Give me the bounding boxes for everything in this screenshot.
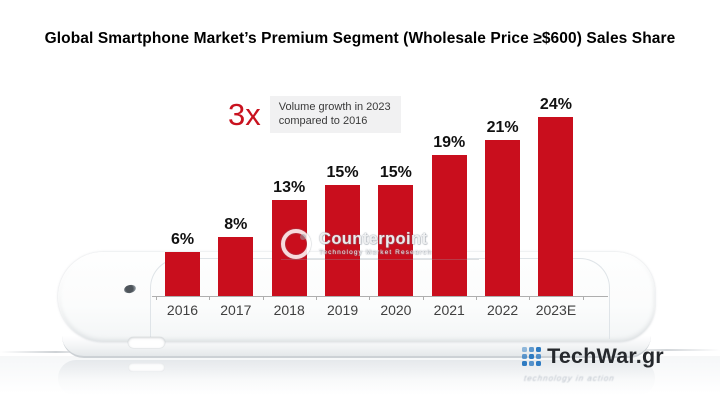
- counterpoint-logo-dot-icon: [300, 234, 306, 240]
- growth-annotation: 3x Volume growth in 2023 compared to 201…: [228, 96, 401, 134]
- techwar-name: TechWar.gr: [547, 344, 664, 368]
- axis-tick: [156, 297, 157, 300]
- axis-tick: [316, 297, 318, 300]
- value-label-2023E: 24%: [539, 96, 572, 113]
- x-tick-label-2022: 2022: [487, 302, 519, 318]
- value-label-2017: 8%: [224, 216, 248, 233]
- floor-line-right: [638, 349, 720, 351]
- value-label-2022: 21%: [486, 118, 519, 136]
- x-tick-label-2018: 2018: [273, 302, 305, 318]
- axis-tick: [422, 297, 424, 300]
- bar-2016: [165, 252, 200, 297]
- counterpoint-logo-icon: [281, 229, 311, 259]
- floor-line-left: [0, 351, 80, 353]
- value-label-2016: 6%: [170, 231, 195, 248]
- techwar-logo: TechWar.gr: [522, 344, 664, 369]
- techwar-tagline: technology in action: [523, 374, 616, 383]
- axis-tick: [369, 297, 371, 300]
- value-label-2020: 15%: [379, 163, 412, 181]
- chart-title: Global Smartphone Market’s Premium Segme…: [44, 30, 676, 47]
- watermark-name: Counterpoint: [319, 230, 428, 248]
- counterpoint-watermark: Counterpoint Technology Market Research: [281, 229, 479, 260]
- bar-2023E: [538, 117, 574, 297]
- axis-tick: [582, 297, 584, 300]
- growth-multiplier: 3x: [228, 97, 261, 132]
- axis-tick: [262, 297, 264, 300]
- x-tick-label-2017: 2017: [220, 302, 252, 318]
- x-tick-label-2016: 2016: [166, 302, 199, 318]
- value-label-2019: 15%: [326, 163, 359, 181]
- value-label-2021: 19%: [433, 133, 466, 151]
- x-tick-label-2020: 2020: [380, 302, 412, 318]
- counterpoint-watermark-text: Counterpoint Technology Market Research: [319, 231, 432, 257]
- value-label-2018: 13%: [273, 178, 306, 196]
- x-tick-label-2021: 2021: [433, 302, 465, 318]
- axis-tick: [476, 297, 478, 300]
- growth-note: Volume growth in 2023 compared to 2016: [269, 96, 401, 133]
- x-axis: [152, 296, 608, 297]
- bar-2017: [218, 237, 254, 297]
- side-button-reflection: [128, 363, 165, 372]
- axis-tick: [209, 297, 211, 300]
- bar-2022: [485, 139, 521, 297]
- growth-note-line2: compared to 2016: [278, 114, 368, 127]
- side-button: [128, 337, 165, 348]
- growth-note-line1: Volume growth in 2023: [278, 101, 391, 113]
- techwar-dots-icon: [522, 346, 542, 367]
- bar-2019: [325, 184, 361, 297]
- axis-tick: [529, 297, 531, 300]
- bar-2021: [431, 154, 467, 297]
- x-tick-label-2019: 2019: [326, 302, 359, 318]
- bar-2020: [378, 184, 414, 297]
- x-tick-label-2023E: 2023E: [535, 302, 577, 318]
- watermark-subtitle: Technology Market Research: [319, 249, 432, 256]
